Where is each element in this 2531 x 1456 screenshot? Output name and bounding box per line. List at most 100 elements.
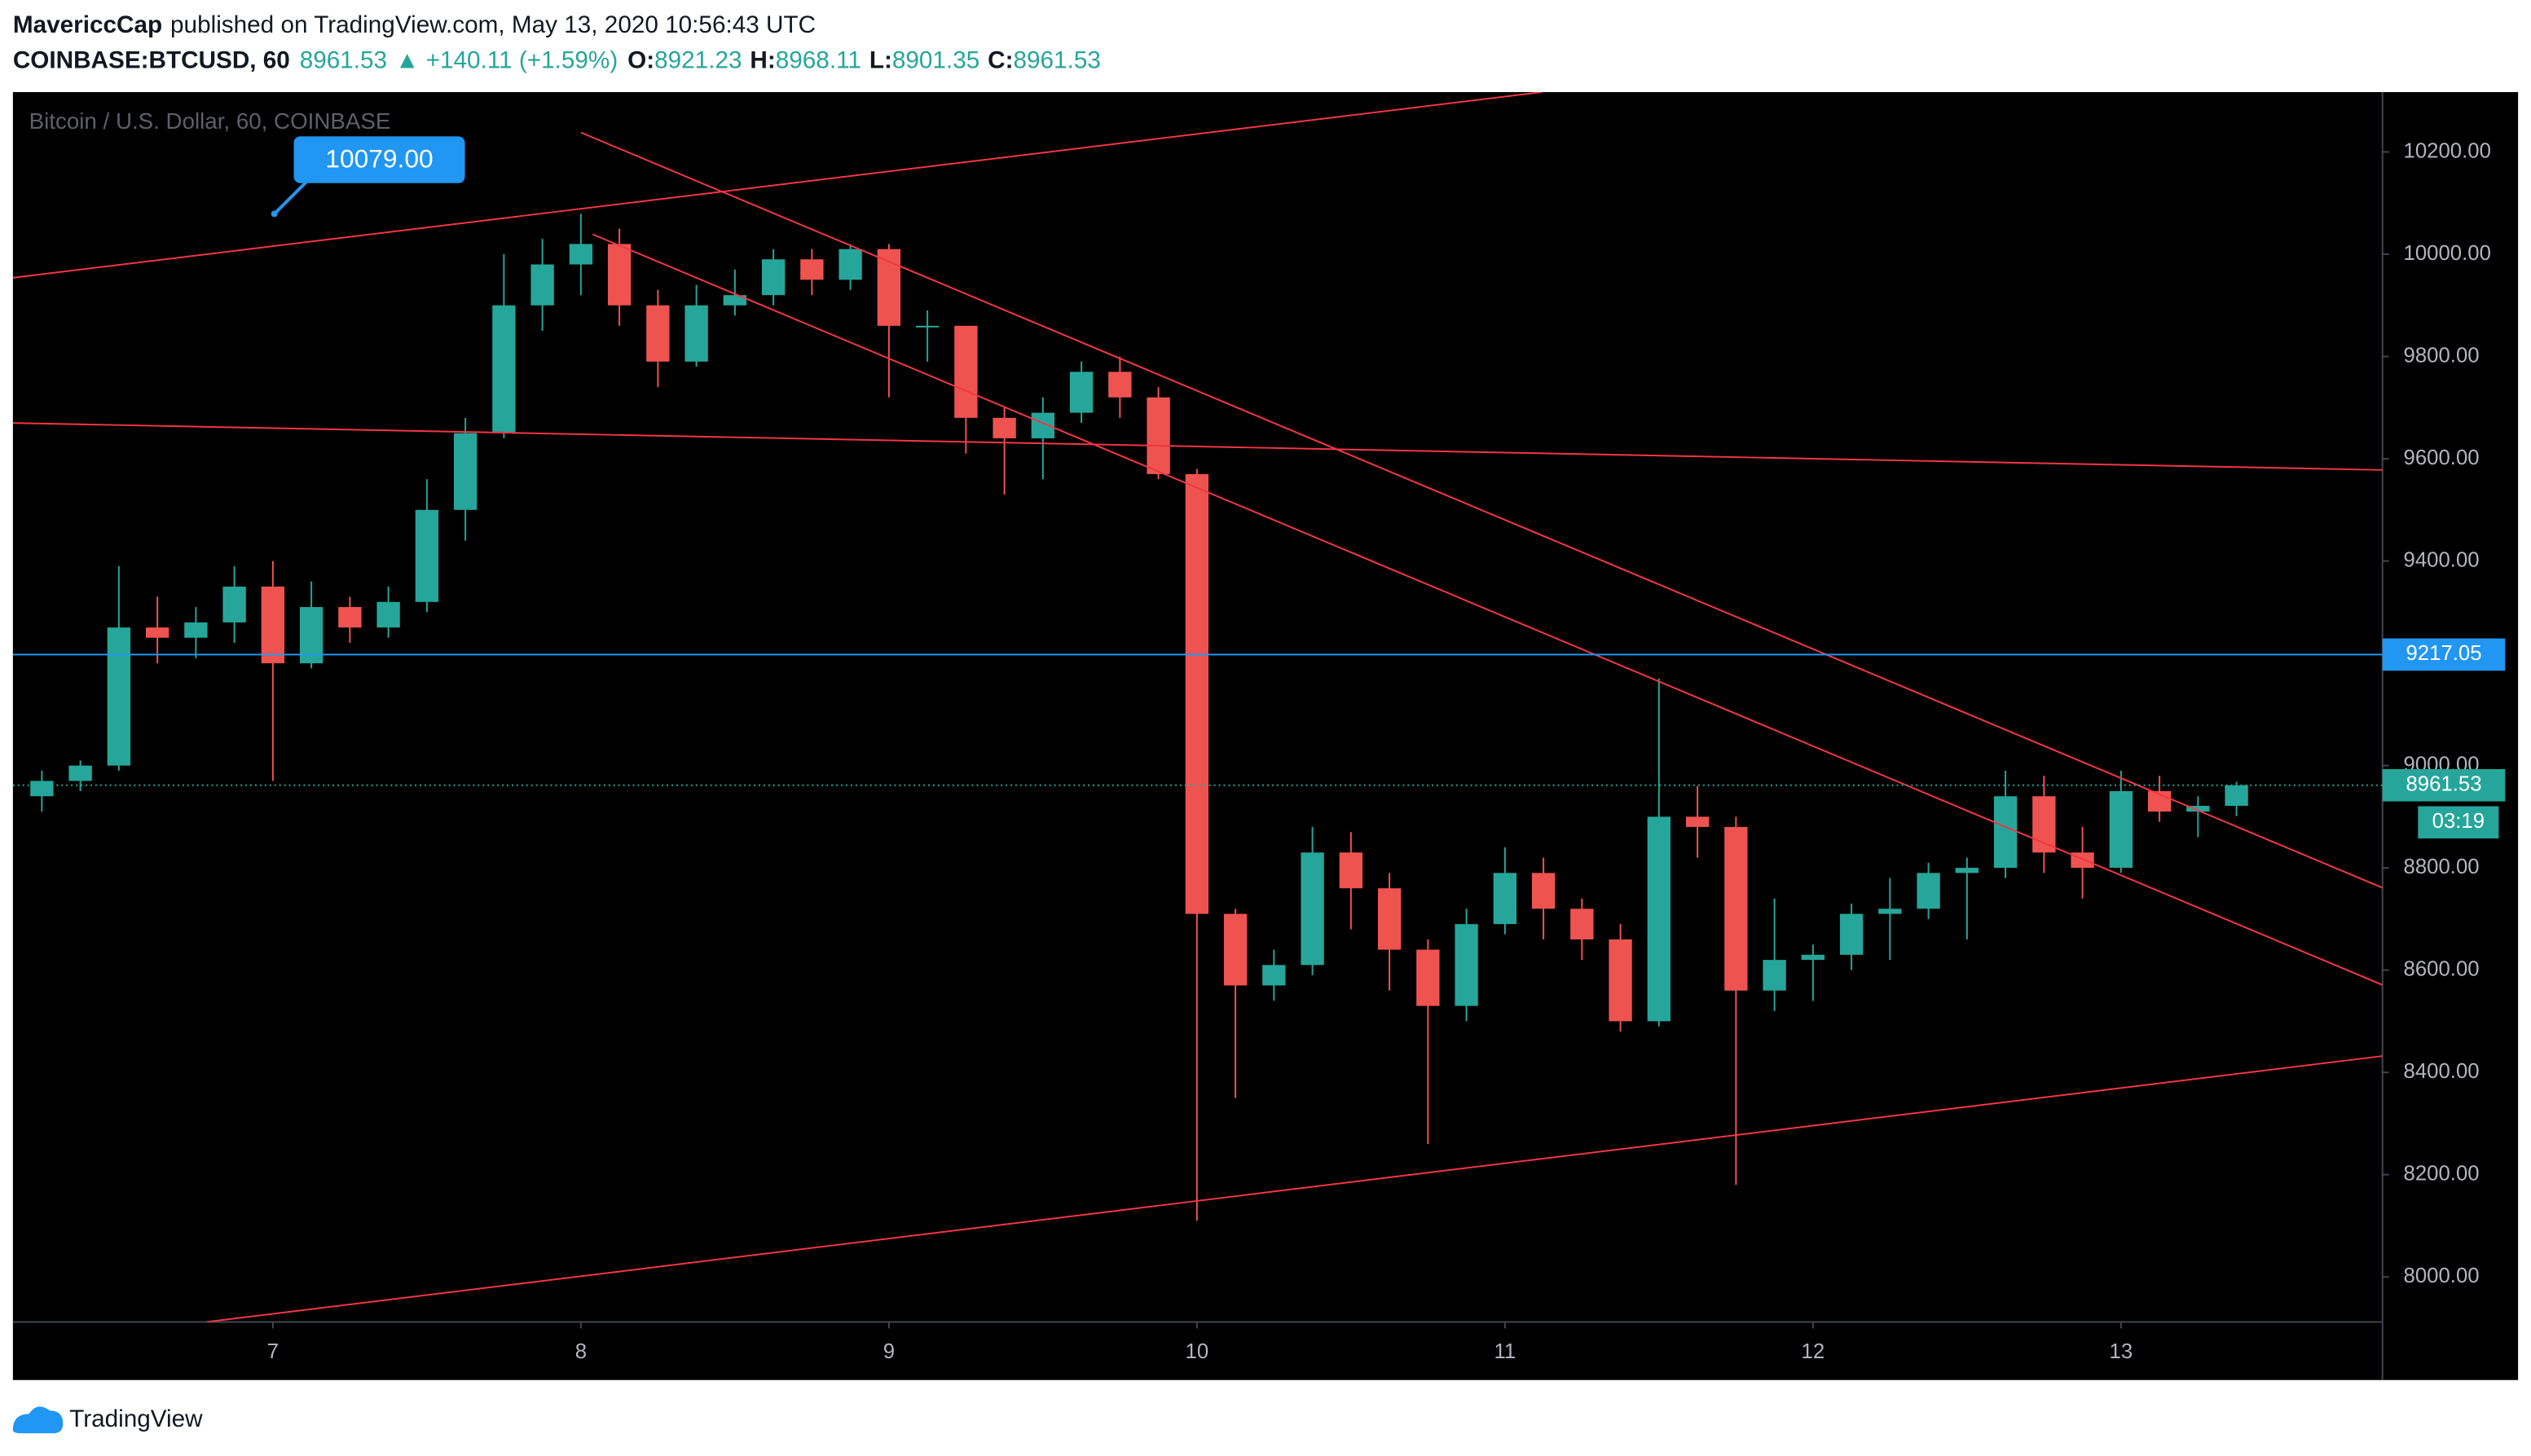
trend-line — [12, 92, 1543, 279]
y-tick-label: 8400.00 — [2404, 1060, 2480, 1083]
callout-point — [271, 210, 278, 218]
candle-body — [723, 295, 747, 306]
candle-body — [1377, 888, 1402, 950]
candle-body — [338, 607, 362, 628]
countdown-box — [2418, 806, 2499, 839]
last-price-box — [2382, 768, 2506, 802]
candle-body — [1917, 873, 1940, 909]
chart-title: Bitcoin / U.S. Dollar, 60, COINBASE — [29, 108, 391, 134]
x-tick-label: 12 — [1802, 1340, 1825, 1363]
candle-body — [1724, 826, 1748, 991]
trend-line — [206, 1055, 2383, 1322]
candle-body — [453, 433, 478, 510]
close: 8961.53 — [1014, 46, 1101, 73]
candle-body — [530, 264, 554, 306]
candle-body — [2109, 790, 2133, 869]
y-tick-label: 8600.00 — [2404, 957, 2480, 980]
callout-label: 10079.00 — [325, 143, 433, 173]
trend-line — [592, 233, 2383, 986]
close-key: C: — [988, 46, 1013, 73]
x-tick-label: 9 — [883, 1340, 895, 1363]
callout-box — [293, 136, 465, 183]
x-tick-label: 10 — [1186, 1340, 1209, 1363]
candle-body — [145, 627, 169, 638]
candle-body — [2186, 806, 2210, 812]
low-key: L: — [869, 46, 892, 73]
candle-body — [222, 586, 246, 622]
candle-body — [569, 244, 593, 265]
candle-body — [1455, 924, 1478, 1006]
y-tick-label: 10000.00 — [2404, 242, 2491, 265]
y-tick-label: 8200.00 — [2404, 1163, 2480, 1185]
trend-line — [12, 422, 2383, 471]
candle-body — [1147, 397, 1170, 474]
candle-body — [993, 417, 1016, 438]
low: 8901.35 — [892, 46, 979, 73]
candle-body — [1801, 954, 1825, 961]
candle-body — [1839, 913, 1864, 955]
trend-line — [580, 131, 2383, 889]
candle-body — [1647, 816, 1671, 1022]
countdown-label: 03:19 — [2432, 810, 2485, 833]
high: 8968.11 — [776, 46, 861, 73]
candle-body — [261, 586, 285, 664]
candle-body — [1609, 939, 1632, 1022]
candle-body — [1955, 868, 1979, 873]
published: published on TradingView.com, May 13, 20… — [170, 11, 816, 38]
candle-body — [1185, 473, 1209, 914]
symbol: COINBASE:BTCUSD, 60 — [13, 46, 290, 73]
candle-body — [376, 601, 400, 628]
level-label: 9217.05 — [2406, 642, 2481, 665]
footer-brand: TradingView — [69, 1405, 203, 1432]
candle-body — [1339, 852, 1363, 889]
publish-line: MavericcCap published on TradingView.com,… — [13, 11, 816, 38]
candle-body — [415, 509, 439, 602]
y-tick-label: 8000.00 — [2404, 1265, 2480, 1287]
candle-body — [915, 325, 940, 328]
high-key: H: — [750, 46, 775, 73]
candle-body — [107, 627, 131, 766]
author: MavericcCap — [13, 11, 162, 38]
candle-body — [1570, 908, 1594, 940]
candle-body — [1416, 949, 1440, 1006]
callout-pointer — [273, 177, 311, 215]
candle-body — [1763, 960, 1786, 991]
plot-area — [12, 92, 2383, 1322]
x-tick-label: 7 — [267, 1340, 279, 1363]
candle-body — [1031, 412, 1055, 438]
candle-body — [492, 305, 516, 433]
candle-body — [184, 622, 208, 638]
open-key: O: — [627, 46, 654, 73]
y-tick-label: 10200.00 — [2404, 139, 2491, 162]
candle-body — [68, 765, 92, 781]
change: ▲ +140.11 (+1.59%) — [395, 46, 618, 73]
candle-body — [1223, 913, 1248, 986]
candle-body — [800, 259, 824, 280]
logo-icon — [12, 1406, 64, 1434]
chart-background — [12, 92, 2519, 1380]
candle-body — [646, 305, 670, 362]
candle-body — [1262, 965, 1286, 986]
candle-body — [954, 325, 978, 418]
y-tick-label: 8800.00 — [2404, 856, 2480, 878]
y-tick-label: 9400.00 — [2404, 548, 2480, 571]
y-tick-label: 9600.00 — [2404, 446, 2480, 469]
quote-line: COINBASE:BTCUSD, 60 8961.53 ▲ +140.11 (+1.… — [13, 46, 1101, 73]
candle-body — [2071, 852, 2094, 869]
candle-body — [877, 249, 901, 326]
y-tick-label: 9800.00 — [2404, 344, 2480, 367]
candle-body — [1685, 816, 1710, 827]
candle-body — [30, 781, 54, 797]
x-tick-label: 11 — [1494, 1340, 1516, 1363]
candle-body — [2032, 796, 2056, 853]
candle-body — [1878, 908, 1902, 914]
candle-body — [1993, 796, 2018, 869]
candle-body — [607, 244, 632, 306]
candle-body — [1069, 372, 1094, 413]
candle-body — [1301, 852, 1324, 966]
candle-body — [761, 259, 786, 296]
footer-logo: TradingView — [12, 1405, 203, 1434]
last-price-label: 8961.53 — [2406, 773, 2481, 796]
